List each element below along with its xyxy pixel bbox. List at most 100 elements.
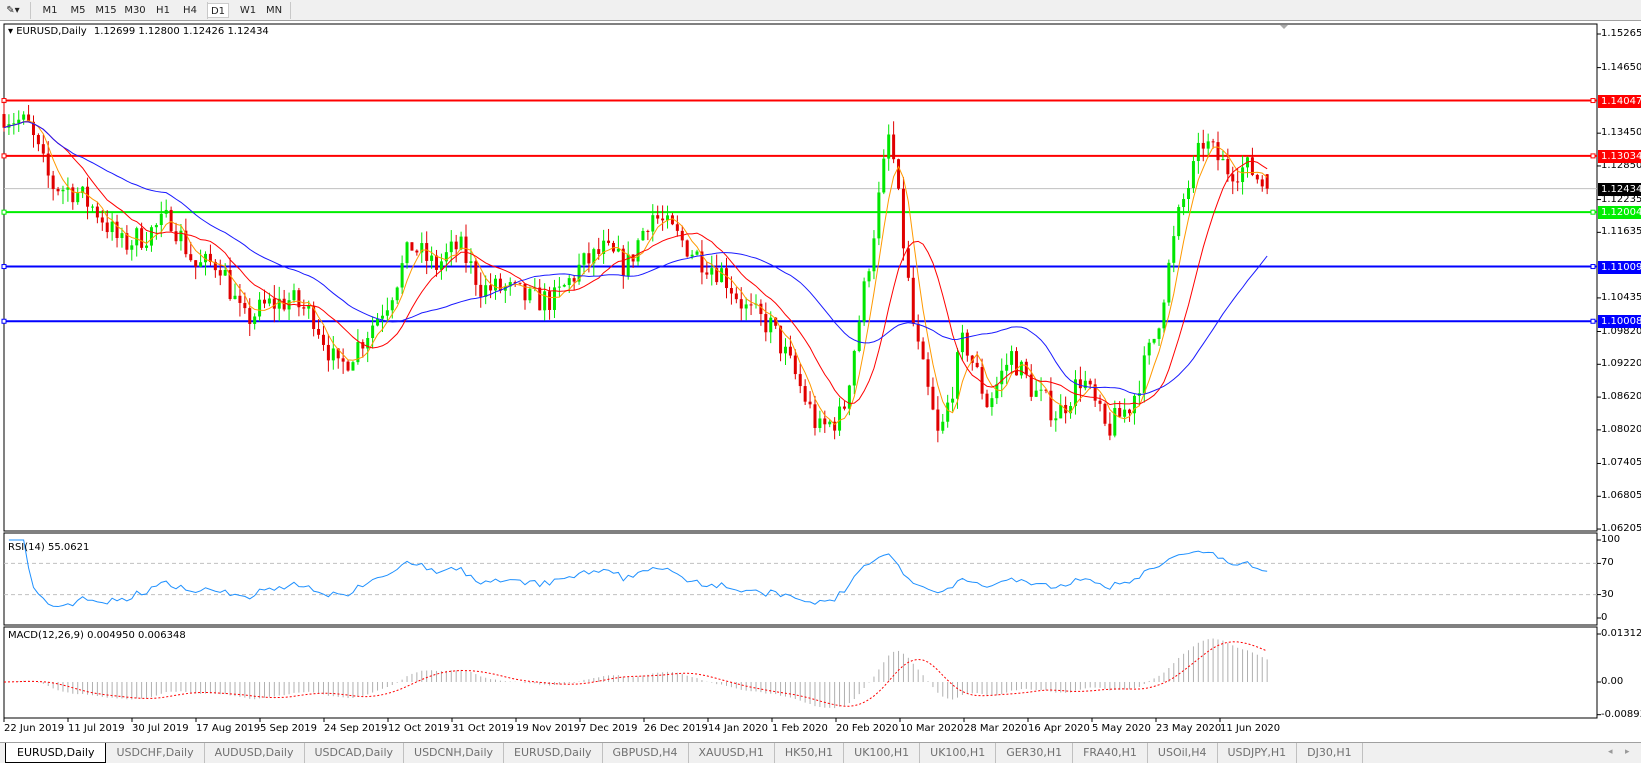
date-tick-label: 17 Aug 2019 xyxy=(196,723,261,734)
candle xyxy=(882,158,886,193)
chart-tab[interactable]: USDCNH,Daily xyxy=(404,743,505,763)
timeframe-m30[interactable]: M30 xyxy=(124,5,146,16)
candle xyxy=(705,272,709,275)
rsi-label: RSI(14) 55.0621 xyxy=(8,542,90,553)
candle xyxy=(744,304,748,309)
candle xyxy=(1108,423,1112,436)
chart-tab[interactable]: EURUSD,Daily xyxy=(504,743,603,763)
candle xyxy=(1201,142,1205,149)
candle xyxy=(656,215,660,219)
drawing-tools-icon[interactable]: ✎▾ xyxy=(6,5,20,16)
chart-window[interactable]: ▾ EURUSD,Daily 1.12699 1.12800 1.12426 1… xyxy=(0,21,1641,741)
rsi-pane-frame xyxy=(3,532,1598,626)
candle xyxy=(1073,379,1077,406)
tab-scroll-left-icon[interactable]: ◂ xyxy=(1608,747,1613,757)
candle xyxy=(1054,418,1058,421)
chart-menu-icon[interactable]: ▾ xyxy=(8,26,14,37)
candle xyxy=(906,248,910,278)
rsi-tick-label: 30 xyxy=(1601,588,1614,600)
candle xyxy=(1231,174,1235,182)
candle xyxy=(1142,355,1146,394)
date-tick-label: 12 Oct 2019 xyxy=(388,723,450,734)
candle xyxy=(1049,390,1053,421)
level-price-label: 1.12004 xyxy=(1598,206,1641,220)
candle xyxy=(921,341,925,360)
candle xyxy=(1182,199,1186,208)
candle xyxy=(361,342,365,349)
candle xyxy=(670,215,674,225)
candle xyxy=(607,240,611,243)
candle xyxy=(125,233,129,250)
level-anchor-handle xyxy=(1,318,7,324)
timeframe-m1[interactable]: M1 xyxy=(42,5,58,16)
candle xyxy=(828,421,832,425)
price-tick-label: 1.09220 xyxy=(1601,358,1641,370)
chart-tab[interactable]: USOil,H4 xyxy=(1148,743,1218,763)
price-tick-label: 1.13450 xyxy=(1601,127,1641,139)
chart-tab[interactable]: XAUUSD,H1 xyxy=(689,743,775,763)
candle xyxy=(376,318,380,326)
candle xyxy=(439,261,443,270)
candle xyxy=(243,302,247,309)
timeframe-m5[interactable]: M5 xyxy=(70,5,86,16)
chart-tab[interactable]: USDJPY,H1 xyxy=(1218,743,1298,763)
chart-tab[interactable]: USDCAD,Daily xyxy=(305,743,405,763)
timeframe-mn[interactable]: MN xyxy=(265,5,283,16)
candle xyxy=(715,268,719,283)
chart-tab[interactable]: FRA40,H1 xyxy=(1073,743,1148,763)
price-tick-label: 1.12235 xyxy=(1601,193,1641,205)
chart-tab[interactable]: EURUSD,Daily xyxy=(5,743,107,763)
candle xyxy=(513,282,517,284)
candle xyxy=(916,323,920,342)
ma-fast-line xyxy=(3,120,1268,426)
tab-scroll-right-icon[interactable]: ▸ xyxy=(1625,747,1630,757)
timeframe-d1[interactable]: D1 xyxy=(207,3,229,18)
chart-tab[interactable]: AUDUSD,Daily xyxy=(205,743,305,763)
candle xyxy=(538,287,542,311)
candle xyxy=(926,359,930,387)
timeframe-w1[interactable]: W1 xyxy=(239,5,257,16)
chart-header: ▾ EURUSD,Daily 1.12699 1.12800 1.12426 1… xyxy=(8,26,269,37)
candle xyxy=(105,222,109,233)
candle xyxy=(17,119,21,124)
candle xyxy=(312,305,316,329)
price-tick-label: 1.08020 xyxy=(1601,423,1641,435)
candle xyxy=(956,352,960,399)
candle xyxy=(1187,188,1191,200)
candle xyxy=(86,186,90,207)
candle xyxy=(892,134,896,160)
candle xyxy=(179,230,183,242)
candle xyxy=(145,245,149,248)
timeframe-h1[interactable]: H1 xyxy=(156,5,170,16)
chart-tab[interactable]: GER30,H1 xyxy=(996,743,1074,763)
timeframe-h4[interactable]: H4 xyxy=(183,5,197,16)
macd-signal-line xyxy=(3,641,1268,707)
candle xyxy=(779,325,783,354)
candle xyxy=(572,278,576,282)
chart-tabs: EURUSD,Daily USDCHF,Daily AUDUSD,Daily USDC… xyxy=(0,742,1641,763)
candle xyxy=(56,189,60,192)
rsi-tick-label: 70 xyxy=(1601,557,1614,569)
chart-tab[interactable]: HK50,H1 xyxy=(775,743,845,763)
chart-tab[interactable]: DJ30,H1 xyxy=(1297,743,1363,763)
candle xyxy=(31,121,35,136)
candle xyxy=(223,269,227,276)
chart-tab[interactable]: UK100,H1 xyxy=(920,743,997,763)
chart-canvas[interactable] xyxy=(0,21,1641,741)
chart-tab[interactable]: UK100,H1 xyxy=(844,743,921,763)
candle xyxy=(872,238,876,272)
candle xyxy=(130,245,134,250)
candle xyxy=(464,236,468,263)
candle xyxy=(931,386,935,410)
candle xyxy=(862,281,866,322)
candle xyxy=(400,263,404,288)
chart-tab[interactable]: USDCHF,Daily xyxy=(106,743,205,763)
chart-tab[interactable]: GBPUSD,H4 xyxy=(603,743,689,763)
candle xyxy=(621,248,625,276)
candle xyxy=(351,362,355,371)
candle xyxy=(41,144,45,154)
candle xyxy=(208,253,212,262)
candle xyxy=(1034,390,1038,397)
candle xyxy=(469,261,473,263)
timeframe-m15[interactable]: M15 xyxy=(95,5,117,16)
